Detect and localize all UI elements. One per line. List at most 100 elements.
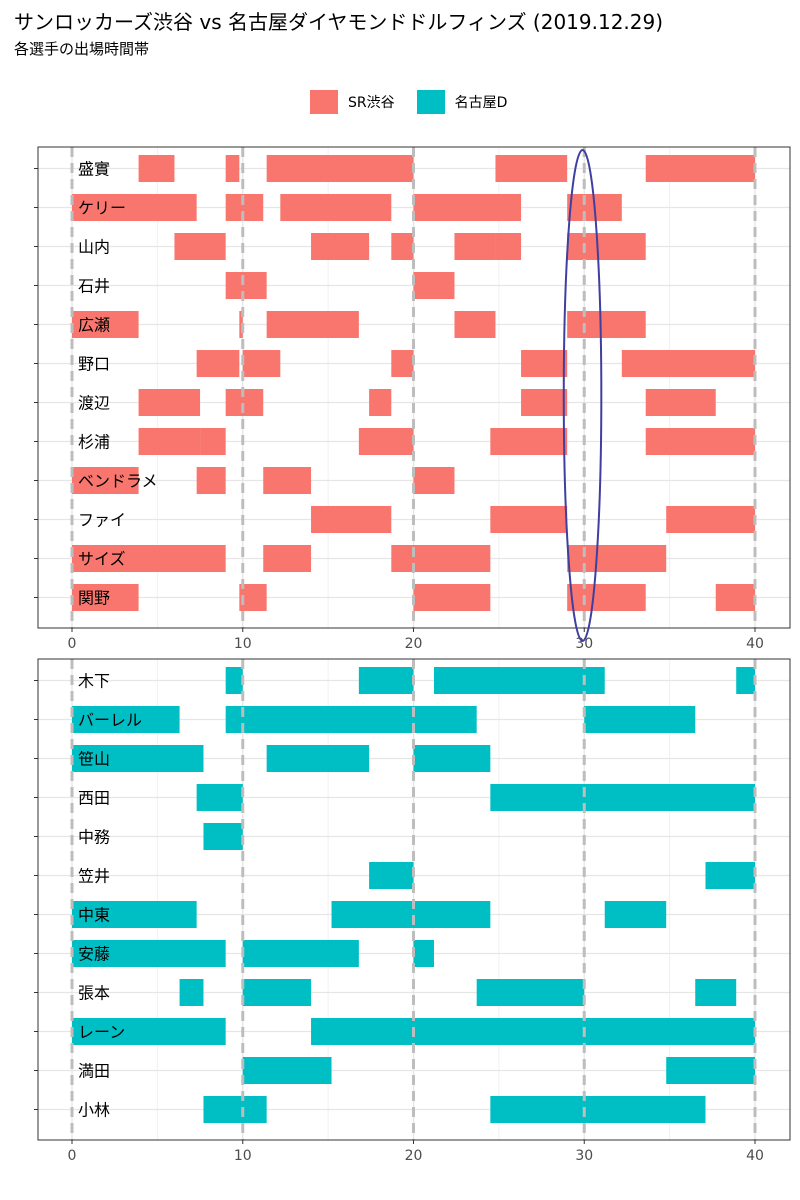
bar — [567, 233, 646, 260]
player-label: 西田 — [78, 789, 110, 808]
bar — [200, 428, 226, 455]
annotation-ellipse — [562, 149, 603, 642]
bar — [521, 389, 568, 416]
bar — [476, 979, 585, 1006]
bar — [521, 350, 568, 377]
bar — [72, 584, 139, 611]
legend-item-nagoya-d: 名古屋D — [416, 90, 508, 114]
bar — [242, 940, 359, 967]
bar — [391, 233, 414, 260]
bar — [263, 467, 312, 494]
bar — [495, 155, 568, 182]
player-label: ケリー — [78, 199, 126, 218]
bar — [391, 545, 491, 572]
bar — [490, 506, 568, 533]
bar — [369, 862, 414, 889]
bar — [72, 1018, 226, 1045]
x-tick-label: 0 — [68, 1148, 77, 1164]
bar — [72, 311, 139, 338]
bar — [490, 428, 568, 455]
bar — [391, 350, 414, 377]
x-tick-label: 10 — [234, 1148, 252, 1164]
bar — [413, 745, 491, 772]
player-label: 関野 — [78, 589, 110, 608]
player-label: ベンドラメ — [78, 472, 158, 491]
player-label: バーレル — [78, 711, 142, 730]
bar — [138, 428, 201, 455]
bar — [225, 272, 267, 299]
player-label: 中東 — [78, 906, 110, 925]
player-label: 安藤 — [78, 945, 110, 964]
bar — [225, 667, 243, 694]
bar — [567, 545, 667, 572]
bar — [72, 940, 226, 967]
bar — [311, 506, 392, 533]
bar — [369, 389, 392, 416]
player-label: 中務 — [78, 828, 110, 847]
x-tick-label: 10 — [234, 636, 252, 652]
bar — [72, 545, 226, 572]
bar — [454, 233, 496, 260]
bar — [196, 350, 240, 377]
bar — [263, 545, 312, 572]
chart-subtitle: 各選手の出場時間帯 — [14, 40, 150, 58]
bar — [490, 1096, 706, 1123]
bar — [72, 901, 197, 928]
player-label: 張本 — [78, 984, 110, 1003]
bar — [242, 350, 281, 377]
bar — [413, 194, 522, 221]
player-label: 杉浦 — [78, 433, 110, 452]
player-label: 笠井 — [78, 867, 110, 886]
legend-label-sr-shibuya: SR渋谷 — [348, 95, 395, 111]
x-tick-label: 20 — [405, 1148, 423, 1164]
x-tick-label: 30 — [575, 1148, 593, 1164]
bar — [666, 506, 755, 533]
bar — [72, 467, 139, 494]
bar — [413, 584, 491, 611]
bar — [179, 979, 204, 1006]
bar — [454, 311, 496, 338]
bar — [203, 1096, 267, 1123]
bar — [72, 745, 204, 772]
legend-swatch-sr-shibuya — [310, 90, 338, 114]
bar — [666, 1057, 755, 1084]
bar — [311, 233, 370, 260]
bar — [567, 311, 646, 338]
legend-label-nagoya-d: 名古屋D — [454, 95, 508, 111]
bar — [695, 979, 737, 1006]
bar — [490, 784, 755, 811]
bar — [413, 467, 455, 494]
bar — [311, 1018, 755, 1045]
bar — [358, 428, 414, 455]
player-label: 野口 — [78, 355, 110, 374]
player-label: サイズ — [78, 550, 126, 569]
bar — [645, 389, 716, 416]
bar — [266, 745, 370, 772]
bar — [604, 901, 667, 928]
bar — [266, 311, 359, 338]
x-tick-label: 20 — [405, 636, 423, 652]
player-label: 石井 — [78, 277, 110, 296]
bar — [736, 667, 755, 694]
legend-item-sr-shibuya: SR渋谷 — [310, 90, 395, 114]
bar — [138, 389, 201, 416]
x-tick-label: 40 — [746, 1148, 764, 1164]
x-tick-label: 40 — [746, 636, 764, 652]
bar — [72, 706, 180, 733]
player-label: レーン — [78, 1023, 125, 1042]
bar — [225, 706, 477, 733]
player-label: 盛實 — [78, 160, 110, 179]
bar — [715, 584, 755, 611]
legend: SR渋谷 名古屋D — [310, 88, 529, 116]
bar — [645, 155, 755, 182]
bar — [645, 428, 755, 455]
player-label: ファイ — [78, 511, 126, 530]
bar — [242, 979, 312, 1006]
bar — [138, 155, 175, 182]
player-label: 満田 — [78, 1062, 110, 1081]
bar — [242, 1057, 332, 1084]
bar — [621, 350, 755, 377]
bar — [413, 940, 434, 967]
